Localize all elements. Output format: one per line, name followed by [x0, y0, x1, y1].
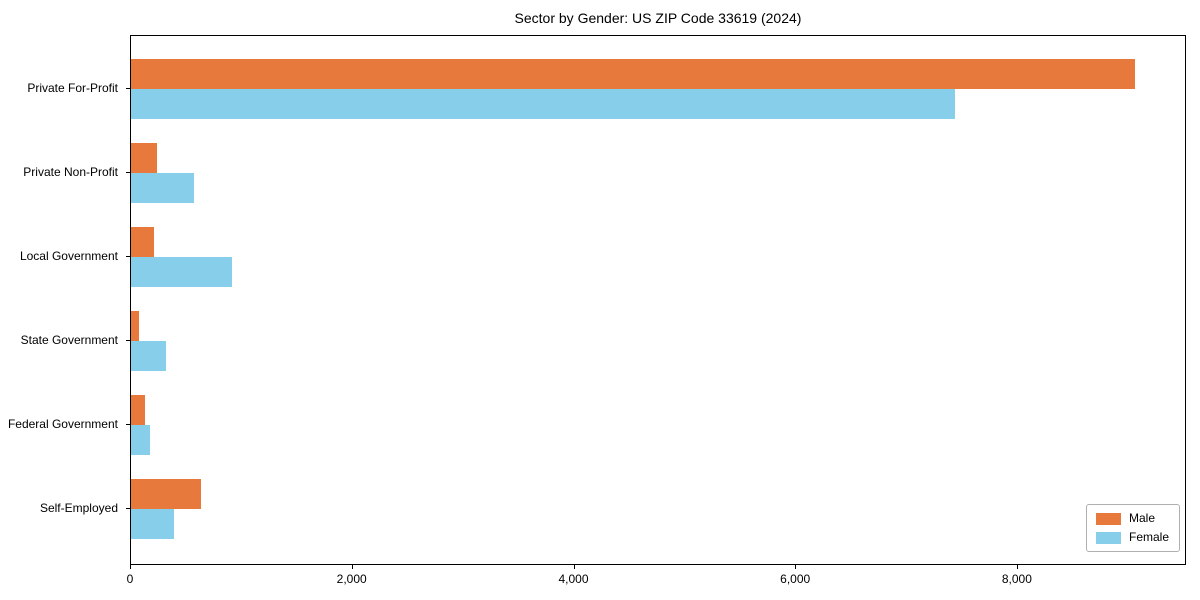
bar-female-4	[131, 425, 150, 455]
x-tick-mark-3	[795, 565, 797, 569]
bar-male-4	[131, 395, 146, 425]
y-category-label-5: Self-Employed	[39, 501, 118, 515]
bar-male-1	[131, 143, 158, 173]
y-tick-mark-0	[126, 88, 130, 89]
bar-male-0	[131, 59, 1136, 89]
bar-male-3	[131, 311, 140, 341]
bar-female-3	[131, 341, 166, 371]
y-tick-mark-4	[126, 424, 130, 425]
x-tick-mark-2	[573, 565, 575, 569]
x-tick-label-4: 8,000	[1001, 572, 1032, 586]
y-category-label-3: State Government	[20, 333, 118, 347]
y-category-label-1: Private Non-Profit	[23, 165, 118, 179]
x-tick-label-2: 4,000	[558, 572, 589, 586]
y-tick-mark-5	[126, 508, 130, 509]
bar-male-5	[131, 479, 201, 509]
bar-female-2	[131, 257, 232, 287]
x-tick-mark-1	[351, 565, 353, 569]
x-tick-label-0: 0	[126, 572, 134, 586]
y-tick-mark-3	[126, 340, 130, 341]
x-tick-mark-0	[130, 565, 131, 569]
chart-title: Sector by Gender: US ZIP Code 33619 (202…	[514, 10, 802, 26]
x-tick-mark-4	[1016, 565, 1018, 569]
legend-label-female: Female	[1128, 530, 1169, 544]
legend-item-male: Male	[1095, 511, 1169, 525]
plot-area: Male Female	[130, 35, 1186, 565]
bar-female-1	[131, 173, 194, 203]
legend-item-female: Female	[1095, 530, 1169, 544]
legend-swatch-male	[1095, 512, 1121, 525]
y-tick-mark-2	[126, 256, 130, 257]
legend-swatch-female	[1095, 531, 1121, 544]
legend-label-male: Male	[1128, 511, 1155, 525]
x-tick-label-1: 2,000	[336, 572, 367, 586]
y-category-label-4: Federal Government	[7, 417, 118, 431]
y-category-label-2: Local Government	[19, 249, 118, 263]
bar-female-5	[131, 509, 174, 539]
legend: Male Female	[1085, 504, 1180, 552]
bar-female-0	[131, 89, 955, 119]
x-tick-label-3: 6,000	[780, 572, 811, 586]
bar-male-2	[131, 227, 155, 257]
y-category-label-0: Private For-Profit	[27, 81, 118, 95]
y-tick-mark-1	[126, 172, 130, 173]
